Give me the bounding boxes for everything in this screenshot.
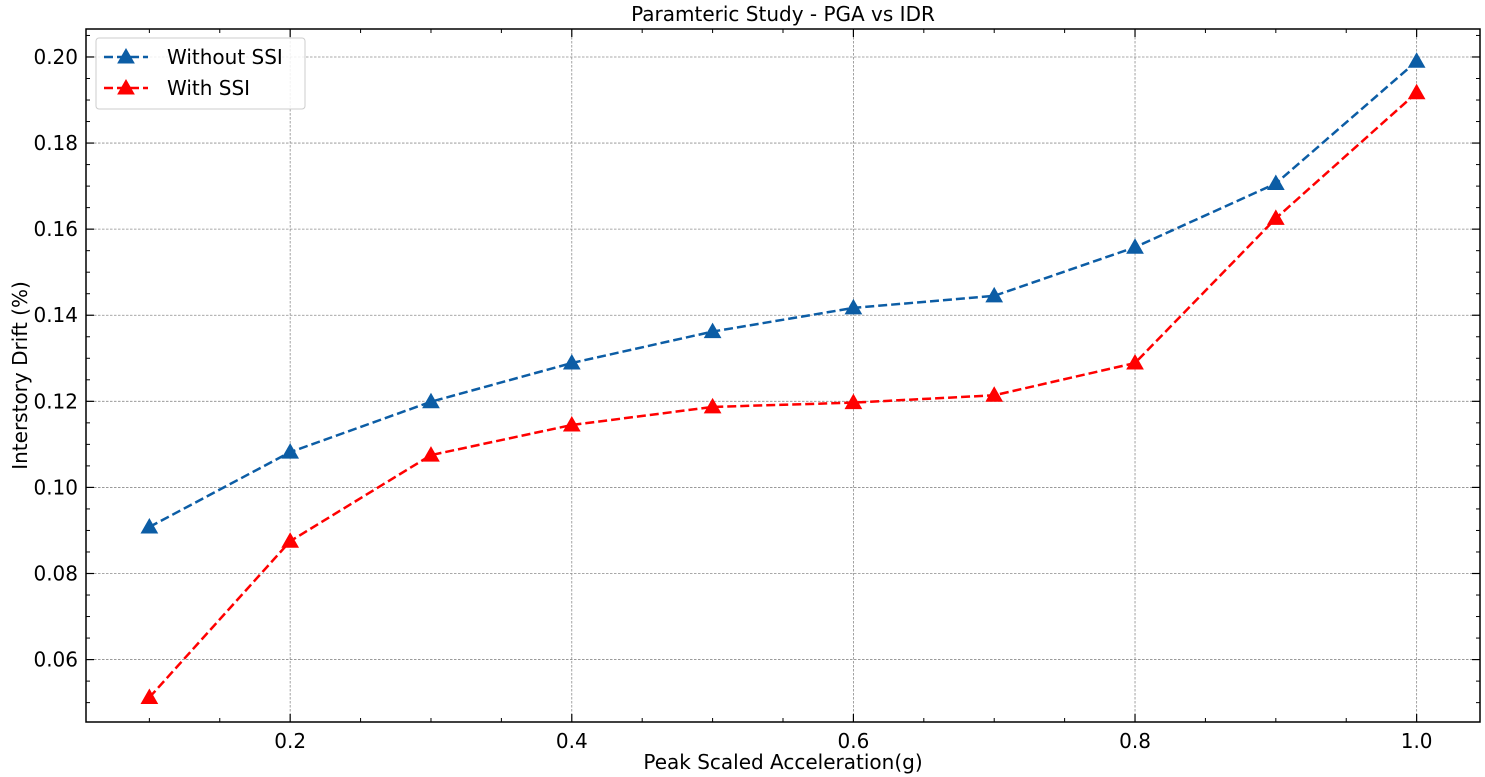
x-tick-label: 1.0 <box>1401 729 1433 753</box>
y-tick-label: 0.12 <box>33 389 78 413</box>
data-point <box>703 322 722 339</box>
data-point <box>1407 52 1426 68</box>
legend-box <box>95 37 306 110</box>
data-point <box>422 446 440 462</box>
data-point <box>1126 354 1144 370</box>
series-with-ssi <box>140 83 1426 704</box>
data-point <box>844 393 863 410</box>
data-point <box>562 354 581 370</box>
x-tick-label: 0.8 <box>1119 729 1151 753</box>
series-line <box>148 91 1418 699</box>
data-point <box>844 298 863 315</box>
legend-item: Without SSI <box>104 45 283 69</box>
y-tick-label: 0.06 <box>33 648 78 672</box>
data-point <box>281 443 300 459</box>
data-point <box>703 397 722 414</box>
data-point <box>1266 174 1285 191</box>
legend: Without SSI With SSI <box>95 37 306 110</box>
y-tick-label: 0.10 <box>33 475 78 499</box>
x-tick-label: 0.2 <box>274 729 306 753</box>
data-point <box>985 286 1004 303</box>
data-point <box>562 415 581 432</box>
series-without-ssi <box>140 52 1426 534</box>
legend-label: With SSI <box>167 76 250 100</box>
y-tick-label: 0.14 <box>33 303 78 327</box>
data-point <box>1407 83 1426 100</box>
data-point <box>140 688 159 704</box>
legend-marker <box>117 78 135 95</box>
data-point <box>281 532 300 548</box>
legend-label: Without SSI <box>167 45 283 69</box>
data-point <box>985 386 1004 402</box>
y-axis-label: Interstory Drift (%) <box>8 281 32 470</box>
data-point <box>1266 209 1285 225</box>
ticks: 0.2 0.4 0.6 0.8 1.0 0.06 0.08 0.10 0.12 0.14 0.16 0… <box>33 29 1480 753</box>
y-tick-label: 0.20 <box>33 45 78 69</box>
x-axis-label: Peak Scaled Acceleration(g) <box>643 750 922 774</box>
legend-item: With SSI <box>104 76 250 100</box>
series-line <box>148 60 1418 529</box>
x-tick-label: 0.4 <box>556 729 588 753</box>
data-point <box>422 392 440 409</box>
grid-lines <box>86 29 1480 722</box>
y-tick-label: 0.08 <box>33 562 78 586</box>
y-tick-label: 0.16 <box>33 217 78 241</box>
legend-marker <box>117 47 135 64</box>
series-layer <box>140 52 1426 704</box>
y-tick-label: 0.18 <box>33 131 78 155</box>
chart-title: Paramteric Study - PGA vs IDR <box>631 2 935 26</box>
data-point <box>1126 238 1144 254</box>
x-tick-label: 0.6 <box>837 729 869 753</box>
data-point <box>140 518 159 534</box>
